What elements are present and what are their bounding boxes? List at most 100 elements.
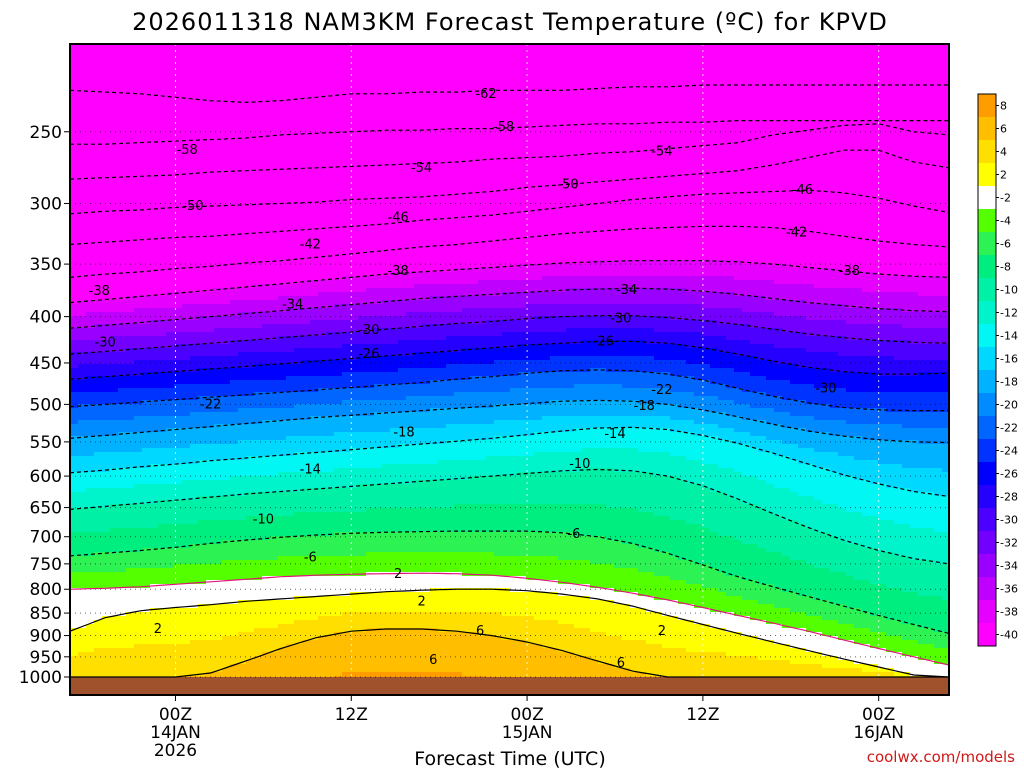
- field-cell: [142, 496, 151, 501]
- field-cell: [86, 576, 95, 581]
- field-cell: [246, 412, 255, 417]
- field-cell: [270, 328, 279, 333]
- field-cell: [174, 556, 183, 561]
- field-cell: [86, 428, 95, 433]
- field-cell: [190, 500, 199, 505]
- field-cell: [134, 392, 143, 397]
- field-cell: [190, 180, 199, 185]
- field-cell: [182, 384, 191, 389]
- field-cell: [222, 156, 231, 161]
- field-cell: [94, 460, 103, 465]
- field-cell: [118, 244, 127, 249]
- field-cell: [206, 276, 215, 281]
- field-cell: [318, 268, 327, 273]
- field-cell: [86, 52, 95, 57]
- field-cell: [70, 136, 79, 141]
- field-cell: [86, 464, 95, 469]
- field-cell: [206, 616, 215, 621]
- field-cell: [246, 352, 255, 357]
- field-cell: [278, 512, 287, 517]
- field-cell: [198, 296, 207, 301]
- field-cell: [150, 60, 159, 65]
- field-cell: [230, 200, 239, 205]
- field-cell: [278, 608, 287, 613]
- field-cell: [190, 320, 199, 325]
- field-cell: [166, 412, 175, 417]
- field-cell: [270, 144, 279, 149]
- field-cell: [110, 664, 119, 669]
- field-cell: [126, 616, 135, 621]
- field-cell: [134, 144, 143, 149]
- field-cell: [238, 648, 247, 653]
- field-cell: [254, 188, 263, 193]
- field-cell: [190, 292, 199, 297]
- field-cell: [158, 588, 167, 593]
- field-cell: [102, 576, 111, 581]
- field-cell: [142, 64, 151, 69]
- field-cell: [294, 584, 303, 589]
- field-cell: [150, 476, 159, 481]
- field-cell: [254, 672, 263, 677]
- field-cell: [94, 548, 103, 553]
- field-cell: [102, 168, 111, 173]
- field-cell: [158, 160, 167, 165]
- field-cell: [174, 652, 183, 657]
- field-cell: [118, 328, 127, 333]
- field-cell: [310, 516, 319, 521]
- field-cell: [286, 340, 295, 345]
- field-cell: [254, 532, 263, 537]
- field-cell: [206, 192, 215, 197]
- field-cell: [222, 628, 231, 633]
- field-cell: [190, 512, 199, 517]
- field-cell: [110, 520, 119, 525]
- field-cell: [102, 556, 111, 561]
- field-cell: [310, 340, 319, 345]
- field-cell: [78, 548, 87, 553]
- field-cell: [302, 124, 311, 129]
- field-cell: [158, 644, 167, 649]
- field-cell: [166, 168, 175, 173]
- field-cell: [270, 184, 279, 189]
- field-cell: [182, 108, 191, 113]
- field-cell: [86, 492, 95, 497]
- field-cell: [182, 416, 191, 421]
- field-cell: [134, 672, 143, 677]
- field-cell: [262, 216, 271, 221]
- field-cell: [182, 456, 191, 461]
- field-cell: [86, 532, 95, 537]
- field-cell: [94, 648, 103, 653]
- field-cell: [166, 416, 175, 421]
- field-cell: [134, 668, 143, 673]
- field-cell: [134, 152, 143, 157]
- field-cell: [158, 280, 167, 285]
- field-cell: [318, 212, 327, 217]
- field-cell: [254, 356, 263, 361]
- field-cell: [182, 340, 191, 345]
- field-cell: [222, 432, 231, 437]
- field-cell: [70, 304, 79, 309]
- field-cell: [230, 356, 239, 361]
- field-cell: [230, 552, 239, 557]
- field-cell: [102, 324, 111, 329]
- field-cell: [302, 272, 311, 277]
- field-cell: [134, 312, 143, 317]
- field-cell: [86, 372, 95, 377]
- field-cell: [246, 160, 255, 165]
- field-cell: [126, 540, 135, 545]
- field-cell: [230, 432, 239, 437]
- field-cell: [246, 416, 255, 421]
- field-cell: [318, 56, 327, 61]
- field-cell: [158, 48, 167, 53]
- field-cell: [182, 624, 191, 629]
- field-cell: [86, 572, 95, 577]
- field-cell: [158, 340, 167, 345]
- field-cell: [166, 548, 175, 553]
- field-cell: [270, 112, 279, 117]
- field-cell: [270, 612, 279, 617]
- field-cell: [118, 644, 127, 649]
- field-cell: [110, 108, 119, 113]
- field-cell: [142, 220, 151, 225]
- field-cell: [318, 208, 327, 213]
- field-cell: [166, 576, 175, 581]
- field-cell: [254, 484, 263, 489]
